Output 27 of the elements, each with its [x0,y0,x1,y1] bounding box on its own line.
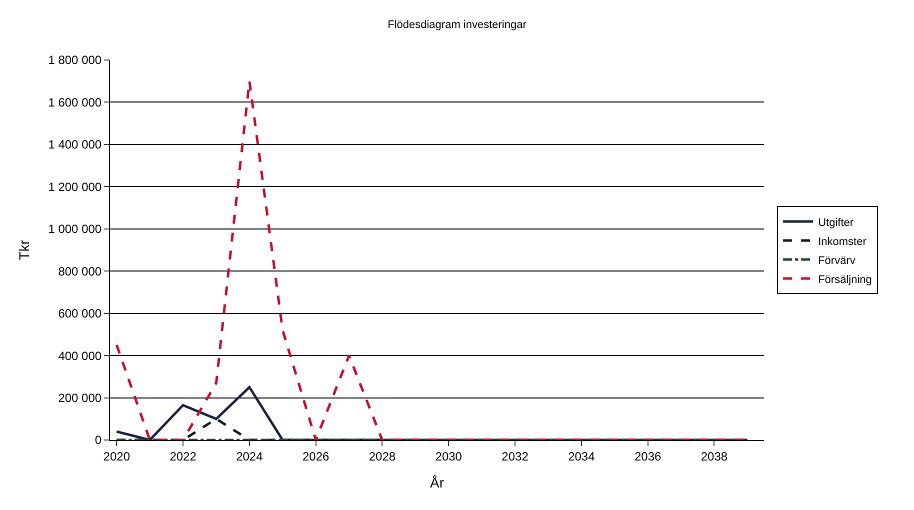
chart-title: Flödesdiagram investeringar [388,19,527,32]
x-tick-label: 2030 [435,449,462,464]
x-tick-label: 2036 [634,449,662,464]
y-axis-title: Tkr [16,240,32,260]
x-tick-label: 2028 [368,449,396,464]
x-tick-label: 2032 [502,449,529,464]
legend-label: Utgifter [818,216,854,229]
y-tick-label: 0 [94,433,102,448]
x-tick-label: 2024 [236,449,264,464]
y-tick-label: 1 600 000 [48,95,102,110]
legend-label: Förvärv [818,254,856,267]
y-tick-label: 200 000 [58,390,102,405]
legend-label: Försäljning [818,274,872,286]
y-tick-label: 1 400 000 [48,138,102,152]
legend-label: Inkomster [818,236,867,248]
x-axis-title: År [430,474,444,491]
y-tick-label: 800 000 [58,264,102,278]
y-tick-label: 400 000 [58,348,102,363]
y-tick-label: 1 200 000 [48,180,102,194]
x-tick-label: 2020 [103,449,130,464]
x-tick-label: 2034 [568,449,596,464]
y-tick-label: 600 000 [58,306,102,321]
y-tick-label: 1 800 000 [48,53,102,68]
x-tick-label: 2022 [170,449,197,464]
x-tick-label: 2038 [700,449,728,464]
y-tick-label: 1 000 000 [48,222,102,236]
x-tick-label: 2026 [302,449,330,464]
